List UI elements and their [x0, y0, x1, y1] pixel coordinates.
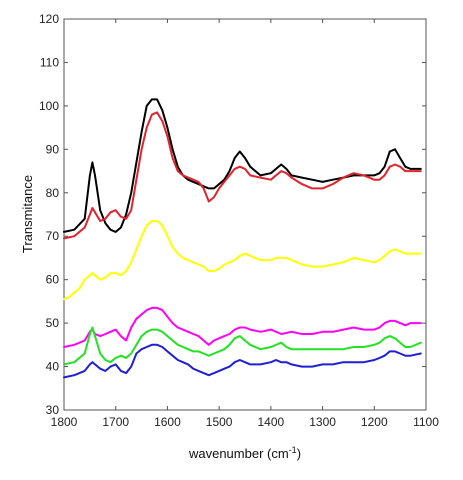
series-line-4: [63, 306, 422, 348]
y-tick-label: 90: [46, 142, 60, 156]
series-line-6: [63, 343, 422, 379]
series-line-1: [63, 98, 422, 233]
x-axis-label-text: wavenumber (cm: [188, 446, 289, 461]
y-tick-label: 80: [46, 186, 60, 200]
series-line-5: [63, 326, 422, 366]
y-tick-label: 40: [46, 360, 60, 374]
y-tick-label: 70: [46, 229, 60, 243]
x-tick-label: 1200: [361, 415, 388, 429]
x-axis-label: wavenumber (cm-1): [188, 445, 301, 461]
y-axis: 30 40 50 60 70 80 90 100 110 120: [39, 12, 426, 417]
x-tick-label: 1400: [258, 415, 285, 429]
series-group: [63, 98, 422, 379]
y-tick-label: 100: [39, 99, 59, 113]
x-tick-label: 1600: [154, 415, 181, 429]
x-tick-label: 1300: [309, 415, 336, 429]
y-tick-label: 120: [39, 12, 59, 26]
x-tick-label: 1800: [51, 415, 78, 429]
x-axis: 1800 1700 1600 1500 1400 1300 1200 1100: [51, 19, 439, 429]
plot-area: [63, 18, 427, 411]
x-tick-label: 1500: [206, 415, 233, 429]
x-tick-label: 1100: [413, 415, 439, 429]
x-tick-label: 1700: [102, 415, 129, 429]
y-tick-label: 60: [46, 273, 60, 287]
x-axis-label-close: ): [297, 446, 301, 461]
y-tick-label: 50: [46, 316, 60, 330]
series-line-2: [63, 111, 422, 240]
series-line-3: [63, 220, 422, 301]
x-axis-label-exponent: -1: [289, 445, 297, 455]
y-tick-label: 110: [40, 55, 59, 69]
y-tick-label: 30: [46, 403, 60, 417]
y-axis-label: Transmitance: [20, 175, 35, 253]
